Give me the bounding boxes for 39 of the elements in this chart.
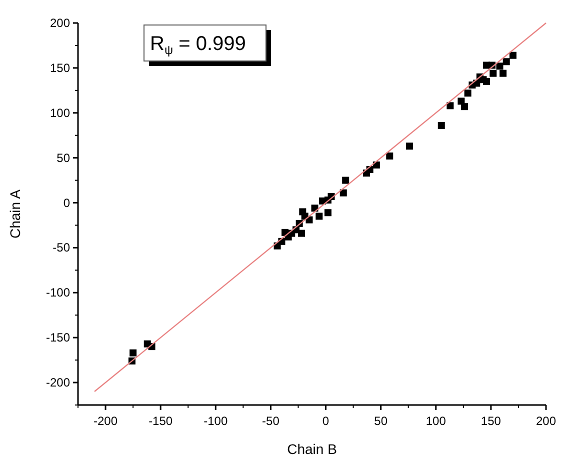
y-tick-label: 200 bbox=[50, 16, 70, 30]
point bbox=[461, 103, 468, 110]
y-tick-label: 0 bbox=[63, 196, 70, 210]
x-tick-label: 50 bbox=[374, 414, 388, 428]
y-tick-label: 150 bbox=[50, 60, 70, 75]
y-tick-label: -100 bbox=[46, 286, 70, 300]
point bbox=[324, 209, 332, 216]
point bbox=[446, 102, 454, 110]
x-tick-label: -100 bbox=[204, 414, 228, 428]
y-axis-title: Chain A bbox=[7, 188, 23, 239]
y-tick-label: -200 bbox=[46, 376, 70, 390]
x-tick-label: -50 bbox=[262, 414, 280, 428]
point bbox=[316, 212, 323, 220]
point bbox=[340, 189, 347, 196]
y-tick-label: -50 bbox=[52, 240, 70, 255]
point bbox=[298, 230, 306, 237]
x-tick-label: -150 bbox=[148, 414, 173, 428]
point bbox=[406, 142, 413, 150]
point bbox=[480, 76, 487, 84]
point bbox=[130, 349, 137, 356]
x-tick-label: 0 bbox=[322, 414, 330, 428]
point bbox=[509, 52, 516, 59]
x-tick-label: -200 bbox=[94, 414, 118, 428]
x-axis-title: Chain B bbox=[287, 441, 337, 457]
y-tick-label: 100 bbox=[50, 106, 70, 120]
x-tick-label: 100 bbox=[426, 414, 446, 428]
x-tick-label: 150 bbox=[480, 414, 502, 428]
point bbox=[500, 70, 507, 77]
point bbox=[496, 62, 504, 70]
y-tick-label: 50 bbox=[56, 150, 70, 165]
x-tick-label: 200 bbox=[536, 414, 556, 428]
point bbox=[342, 176, 350, 184]
point bbox=[502, 58, 510, 66]
point bbox=[386, 152, 394, 160]
point bbox=[438, 122, 445, 129]
point bbox=[464, 90, 472, 97]
y-tick-label: -150 bbox=[46, 330, 70, 345]
annotation: R$_{ψ}$ = 0.999 bbox=[150, 33, 246, 58]
point bbox=[490, 70, 497, 77]
